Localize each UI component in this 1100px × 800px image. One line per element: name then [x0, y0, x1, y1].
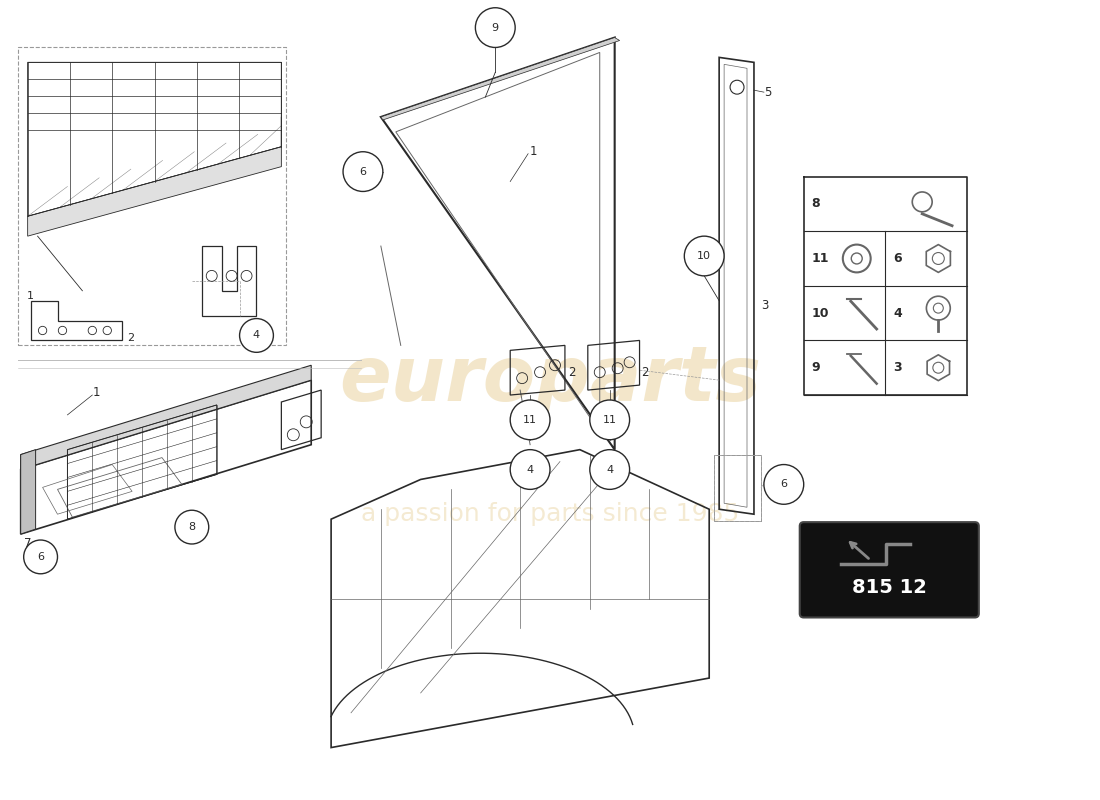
Bar — [18, 47, 286, 346]
Text: 11: 11 — [603, 415, 617, 425]
Text: 4: 4 — [527, 465, 534, 474]
Text: 2: 2 — [568, 366, 575, 378]
FancyBboxPatch shape — [800, 522, 979, 618]
Text: 8: 8 — [812, 198, 821, 210]
Text: 11: 11 — [812, 252, 829, 265]
Text: a passion for parts since 1985: a passion for parts since 1985 — [361, 502, 739, 526]
Circle shape — [240, 318, 274, 352]
Text: 1: 1 — [28, 290, 34, 301]
Text: 9: 9 — [812, 362, 821, 374]
Text: 10: 10 — [812, 306, 829, 320]
Text: europarts: europarts — [339, 343, 761, 417]
Circle shape — [475, 8, 515, 47]
Text: 2: 2 — [641, 366, 649, 378]
Text: 7: 7 — [24, 538, 32, 550]
Text: 1: 1 — [92, 386, 100, 398]
Polygon shape — [381, 38, 619, 120]
Text: 10: 10 — [697, 251, 712, 261]
Circle shape — [175, 510, 209, 544]
Text: 9: 9 — [492, 22, 498, 33]
Polygon shape — [28, 146, 282, 236]
Text: 3: 3 — [761, 299, 768, 312]
Text: 6: 6 — [893, 252, 902, 265]
Text: 6: 6 — [37, 552, 44, 562]
Text: 6: 6 — [780, 479, 788, 490]
Text: 4: 4 — [253, 330, 260, 341]
Text: 1: 1 — [530, 146, 538, 158]
Circle shape — [510, 400, 550, 440]
Circle shape — [510, 450, 550, 490]
Text: 5: 5 — [763, 86, 771, 98]
Polygon shape — [21, 450, 35, 534]
Circle shape — [24, 540, 57, 574]
Circle shape — [343, 152, 383, 191]
Text: 2: 2 — [128, 334, 134, 343]
Circle shape — [590, 400, 629, 440]
Text: 815 12: 815 12 — [851, 578, 926, 597]
Polygon shape — [21, 366, 311, 470]
Text: 4: 4 — [893, 306, 902, 320]
Text: 6: 6 — [360, 166, 366, 177]
Circle shape — [763, 465, 804, 504]
Text: 3: 3 — [893, 362, 902, 374]
Bar — [714, 454, 761, 521]
Text: 8: 8 — [188, 522, 196, 532]
Circle shape — [684, 236, 724, 276]
Circle shape — [590, 450, 629, 490]
Text: 4: 4 — [606, 465, 614, 474]
Text: 11: 11 — [524, 415, 537, 425]
